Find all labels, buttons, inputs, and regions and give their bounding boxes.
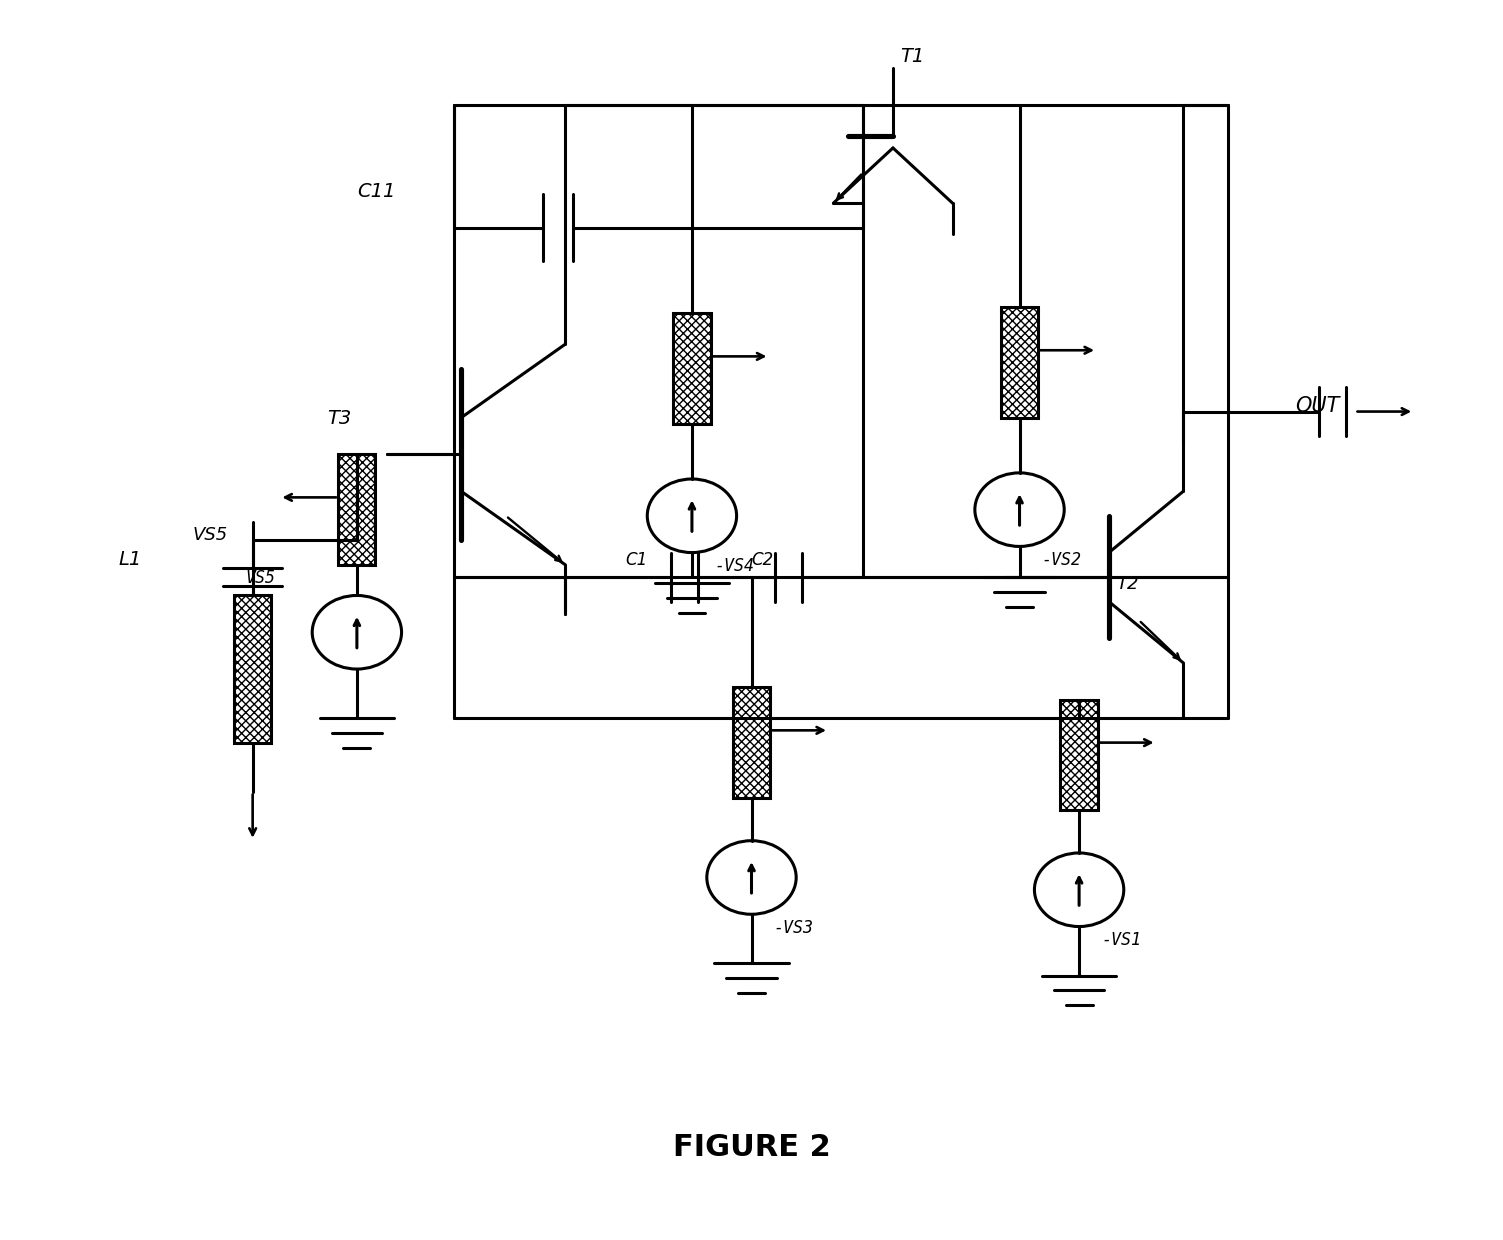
Text: C11: C11 bbox=[356, 182, 395, 201]
Bar bbox=[1001, 308, 1039, 418]
Text: -VS2: -VS2 bbox=[1042, 551, 1082, 569]
Text: -VS3: -VS3 bbox=[774, 919, 813, 936]
Text: VS5: VS5 bbox=[192, 526, 228, 544]
Text: VS5: VS5 bbox=[245, 569, 275, 588]
Text: T2: T2 bbox=[1117, 575, 1139, 594]
Text: -VS1: -VS1 bbox=[1102, 931, 1141, 949]
Text: OUT: OUT bbox=[1296, 396, 1339, 415]
Text: C2: C2 bbox=[752, 551, 774, 569]
Bar bbox=[733, 687, 770, 797]
Text: FIGURE 2: FIGURE 2 bbox=[673, 1132, 830, 1162]
Text: T3: T3 bbox=[328, 409, 352, 428]
Text: -VS4: -VS4 bbox=[714, 557, 755, 575]
Bar bbox=[234, 595, 271, 743]
Text: T1: T1 bbox=[900, 47, 924, 66]
Bar bbox=[1061, 699, 1097, 810]
Text: C1: C1 bbox=[625, 551, 648, 569]
Text: L1: L1 bbox=[119, 549, 141, 569]
Bar bbox=[338, 455, 376, 565]
Bar bbox=[673, 314, 711, 424]
